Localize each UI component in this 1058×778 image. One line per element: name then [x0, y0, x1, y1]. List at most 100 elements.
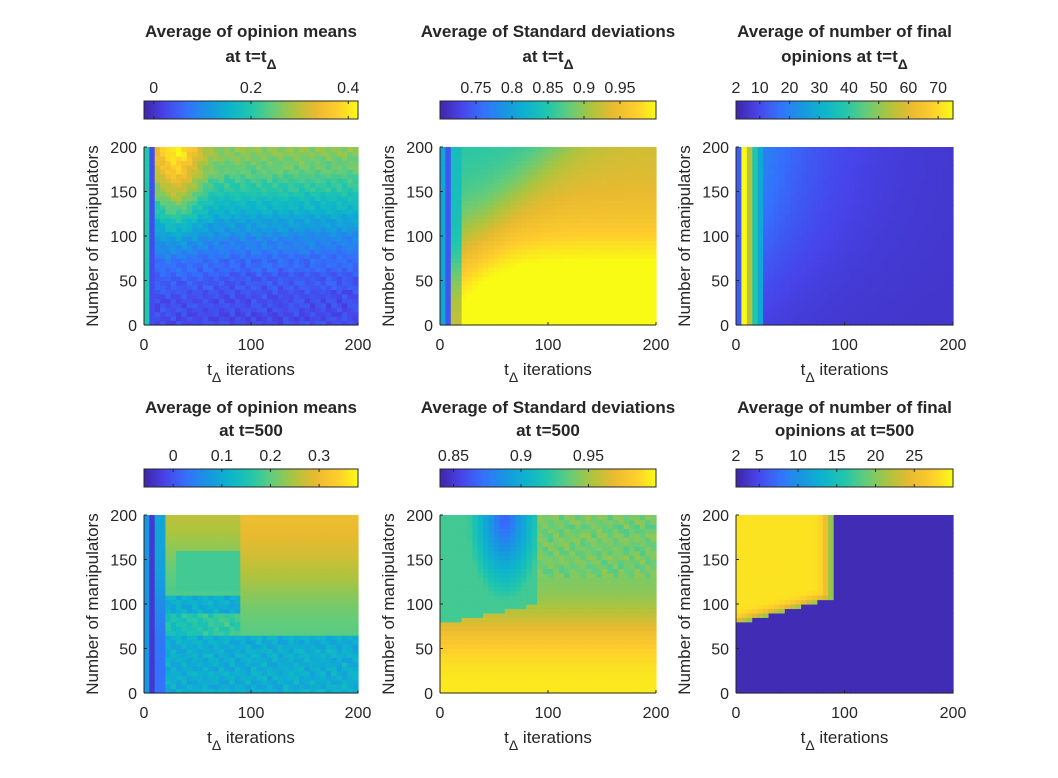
heatmap-cell [510, 227, 517, 233]
heatmap-cell [915, 262, 922, 268]
heatmap-cell [849, 262, 856, 268]
heatmap-cell [256, 280, 263, 286]
heatmap-cell [202, 195, 209, 201]
heatmap-cell [746, 173, 753, 179]
heatmap-cell [181, 187, 188, 193]
heatmap-cell [277, 284, 284, 290]
heatmap-cell [585, 204, 592, 210]
heatmap-cell [784, 155, 791, 161]
heatmap-cell [197, 320, 204, 326]
heatmap-cell [467, 187, 473, 193]
heatmap-cell [224, 187, 231, 193]
heatmap-cell [822, 151, 829, 157]
heatmap-cell [639, 178, 646, 184]
heatmap-cell [283, 182, 290, 188]
heatmap-cell [882, 236, 889, 242]
heatmap-cell [144, 209, 150, 215]
heatmap-cell [650, 227, 657, 233]
heatmap-cell [181, 160, 188, 166]
heatmap-cell [267, 151, 273, 157]
heatmap-cell [283, 271, 290, 277]
heatmap-cell [575, 213, 581, 219]
heatmap-cell [445, 231, 452, 237]
heatmap-cell [202, 213, 209, 219]
heatmap-cell [341, 218, 348, 224]
heatmap-cell [499, 320, 506, 326]
heatmap-cell [855, 160, 862, 166]
heatmap-cell [866, 253, 873, 259]
heatmap-cell [736, 236, 743, 242]
heatmap-cell [947, 200, 954, 206]
heatmap-cell [461, 267, 468, 273]
heatmap-cell [299, 218, 306, 224]
heatmap-cell [494, 182, 500, 188]
heatmap-cell [461, 209, 468, 215]
heatmap-cell [548, 218, 554, 224]
heatmap-cell [904, 173, 911, 179]
heatmap-cell [893, 240, 900, 246]
heatmap-cell [504, 187, 511, 193]
heatmap-cell [488, 276, 495, 282]
heatmap-cell [822, 195, 829, 201]
heatmap-cell [309, 204, 316, 210]
heatmap-cell [741, 311, 748, 317]
heatmap-cell [510, 262, 517, 268]
heatmap-cell [181, 267, 188, 273]
heatmap-cell [261, 213, 268, 219]
heatmap-cell [494, 298, 500, 304]
heatmap-cell [882, 182, 889, 188]
heatmap-cell [828, 267, 835, 273]
heatmap-cell [288, 218, 295, 224]
heatmap-cell [213, 147, 220, 153]
heatmap-cell [224, 218, 231, 224]
heatmap-cell [558, 222, 565, 228]
heatmap-cell [149, 311, 156, 317]
heatmap-cell [580, 258, 587, 264]
heatmap-cell [218, 236, 225, 242]
heatmap-cell [272, 204, 279, 210]
heatmap-cell [920, 169, 927, 175]
heatmap-cell [542, 182, 549, 188]
heatmap-cell [893, 173, 900, 179]
heatmap-cell [947, 244, 954, 250]
heatmap-cell [931, 280, 938, 286]
heatmap-cell [445, 191, 452, 197]
heatmap-cell [272, 182, 279, 188]
heatmap-cell [746, 249, 753, 255]
heatmap-cell [234, 173, 241, 179]
heatmap-cell [483, 169, 490, 175]
heatmap-cell [746, 155, 753, 161]
heatmap-cell [839, 271, 846, 277]
heatmap-cell [839, 258, 846, 264]
heatmap-cell [234, 249, 241, 255]
heatmap-cell [251, 147, 257, 153]
heatmap-cell [341, 155, 348, 161]
heatmap-cell [515, 249, 522, 255]
heatmap-cell [488, 267, 495, 273]
heatmap-cell [920, 289, 927, 295]
heatmap-cell [504, 191, 511, 197]
heatmap-cell [602, 293, 608, 299]
heatmap-cell [288, 195, 295, 201]
heatmap-cell [224, 195, 231, 201]
heatmap-cell [947, 293, 954, 299]
heatmap-cell [607, 271, 614, 277]
heatmap-cell [650, 316, 657, 322]
heatmap-cell [763, 195, 770, 201]
heatmap-cell [779, 151, 786, 157]
heatmap-cell [839, 289, 846, 295]
heatmap-cell [251, 249, 257, 255]
heatmap-cell [537, 155, 544, 161]
heatmap-cell [849, 187, 856, 193]
heatmap-cell [736, 160, 743, 166]
heatmap-cell [931, 316, 938, 322]
heatmap-cell [746, 147, 753, 153]
heatmap-cell [352, 293, 359, 299]
heatmap-cell [925, 218, 932, 224]
heatmap-cell [229, 249, 236, 255]
heatmap-cell [607, 200, 614, 206]
heatmap-cell [591, 249, 598, 255]
heatmap-cell [515, 195, 522, 201]
heatmap-cell [591, 293, 598, 299]
heatmap-cell [224, 302, 231, 308]
